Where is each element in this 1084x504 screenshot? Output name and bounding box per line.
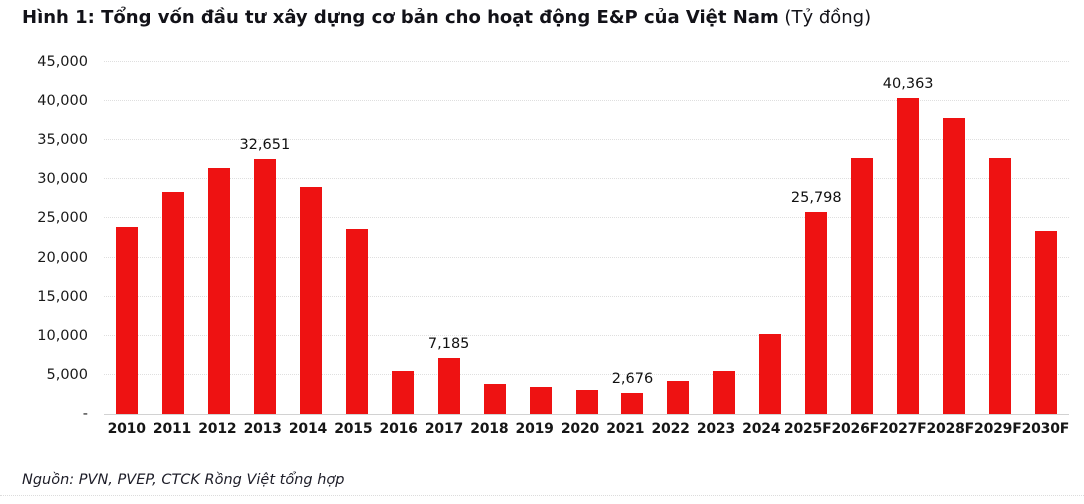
bar-slot	[196, 62, 242, 414]
y-tick-label: 15,000	[37, 288, 88, 305]
gridline	[104, 334, 1069, 336]
x-tick-label: 2025F	[783, 421, 832, 437]
bar	[621, 393, 644, 414]
gridline	[104, 139, 1069, 141]
bar-slot: 32,651	[239, 62, 291, 414]
chart-title-unit: (Tỷ đồng)	[778, 7, 872, 28]
bar-slot	[839, 62, 885, 414]
x-tick-label: 2017	[424, 421, 464, 437]
x-tick-label: 2014	[288, 421, 328, 437]
gridline	[104, 61, 1069, 62]
bar-slot	[380, 62, 426, 414]
bar	[851, 157, 874, 414]
bar-value-label: 7,185	[427, 335, 470, 352]
bar	[483, 384, 506, 414]
bar-slot	[150, 62, 196, 414]
x-tick-label: 2020	[560, 421, 600, 437]
x-tick-label: 2018	[470, 421, 509, 437]
gridline	[104, 373, 1069, 375]
chart-title: Hình 1: Tổng vốn đầu tư xây dựng cơ bản …	[22, 6, 871, 30]
bar	[943, 118, 966, 414]
y-tick-label: 45,000	[37, 54, 88, 70]
y-axis: 45,000 40,000 35,000 30,000 25,000 20,000 15,0…	[0, 54, 88, 422]
bar	[529, 387, 552, 414]
bottom-divider	[0, 495, 1084, 496]
x-tick-label: 2024	[742, 421, 781, 437]
x-tick-label: 2011	[152, 421, 192, 437]
bar	[391, 371, 414, 414]
bar-slot	[977, 62, 1023, 414]
bar-slot	[701, 62, 747, 414]
x-tick-label: 2023	[696, 421, 736, 437]
bar	[437, 357, 460, 414]
x-tick-label: 2021	[606, 421, 645, 437]
x-tick-label: 2027F	[878, 421, 927, 437]
bar-slot: 2,676	[609, 62, 655, 414]
bar-slot	[472, 62, 518, 414]
bar-slot	[655, 62, 701, 414]
bar-slot	[1023, 62, 1069, 414]
bar	[115, 227, 138, 414]
bar-value-label: 25,798	[790, 190, 842, 207]
gridline	[104, 295, 1069, 297]
bar-slot	[104, 62, 150, 414]
bar-value-label: 32,651	[239, 136, 291, 153]
gridline	[104, 256, 1069, 258]
gridline	[104, 178, 1069, 180]
bar	[299, 186, 322, 414]
y-tick-label: 40,000	[37, 93, 88, 110]
x-tick-label: 2012	[198, 421, 237, 437]
bar	[713, 370, 736, 414]
bar	[575, 390, 598, 414]
x-tick-label: 2022	[651, 421, 690, 437]
y-tick-label: 5,000	[46, 366, 88, 383]
x-tick-label: 2026F	[831, 421, 879, 437]
x-tick-label: 2015	[334, 421, 373, 437]
plot-area: 32,651 7,185 2,676 25,798 40,363	[104, 61, 1069, 415]
x-tick-label: 2028F	[926, 421, 975, 437]
bar	[667, 380, 690, 414]
x-tick-label: 2029F	[974, 421, 1022, 437]
gridline	[104, 217, 1069, 219]
y-tick-label: 35,000	[37, 132, 88, 149]
x-tick-label: 2016	[379, 421, 418, 437]
chart-title-main: Hình 1: Tổng vốn đầu tư xây dựng cơ bản …	[22, 7, 779, 28]
x-tick-label: 2019	[515, 421, 554, 437]
bar-value-label: 40,363	[882, 76, 934, 93]
bar-slot	[564, 62, 610, 414]
x-tick-label: 2030F	[1021, 421, 1070, 437]
bar-slot	[518, 62, 564, 414]
source-note: Nguồn: PVN, PVEP, CTCK Rồng Việt tổng hợ…	[22, 472, 345, 488]
bar-slot	[747, 62, 793, 414]
bar-slot	[931, 62, 977, 414]
x-tick-label: 2010	[107, 421, 146, 437]
bar	[207, 167, 230, 414]
bar-slot: 7,185	[426, 62, 472, 414]
y-tick-label: 30,000	[37, 171, 88, 188]
bar	[897, 98, 920, 414]
y-tick-label: 20,000	[37, 249, 88, 266]
bar	[759, 334, 782, 414]
y-tick-label: 10,000	[37, 327, 88, 344]
gridline	[104, 100, 1069, 102]
bar	[161, 191, 184, 414]
bar-slot: 40,363	[882, 62, 934, 414]
bar-slot: 25,798	[790, 62, 842, 414]
bar-slot	[334, 62, 380, 414]
bar-value-label: 2,676	[611, 371, 654, 388]
bar	[805, 212, 828, 414]
y-tick-label: -	[82, 406, 88, 422]
bar	[345, 229, 368, 414]
y-tick-label: 25,000	[37, 210, 88, 227]
bar-slot	[288, 62, 334, 414]
x-tick-label: 2013	[243, 421, 282, 437]
bar	[253, 158, 276, 414]
bar	[1035, 231, 1058, 414]
x-axis: 2010 2011 2012 2013 2014 2015 2016 2017 2018 2019…	[104, 421, 1070, 437]
bar	[989, 158, 1012, 414]
